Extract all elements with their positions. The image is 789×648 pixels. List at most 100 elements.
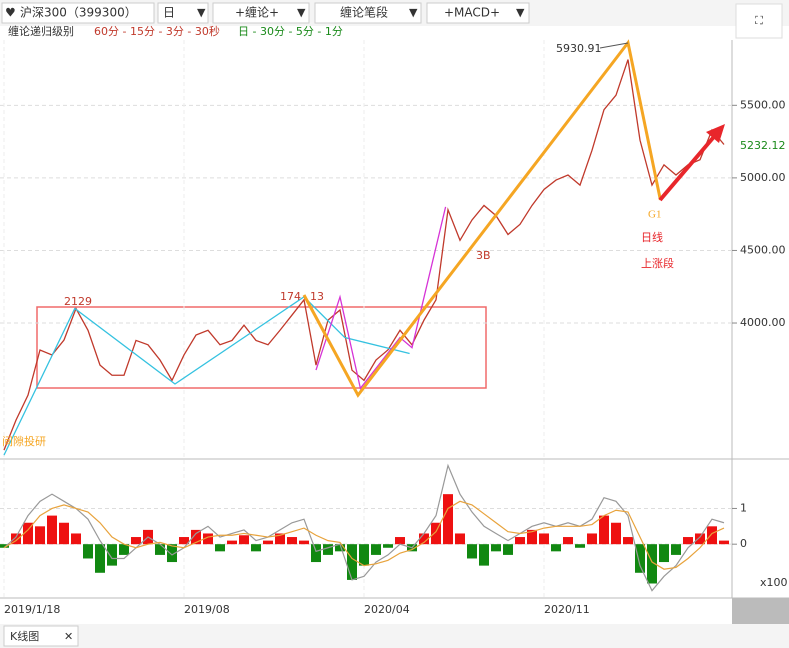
button-box[interactable] bbox=[314, 2, 422, 24]
macd-bar bbox=[623, 537, 633, 545]
buy-point: 3B bbox=[476, 249, 491, 262]
y-tick-label: 5000.00 bbox=[740, 171, 786, 184]
macd-bar bbox=[227, 540, 237, 545]
x-tick-label: 2019/1/18 bbox=[4, 603, 60, 616]
button-box[interactable] bbox=[426, 2, 530, 24]
toolbar-button[interactable]: +MACD+ bbox=[444, 6, 500, 20]
button-box[interactable] bbox=[212, 2, 310, 24]
macd-bar bbox=[455, 533, 465, 545]
macd-bar bbox=[95, 544, 105, 573]
peak-leader bbox=[599, 42, 629, 49]
macd-bar bbox=[59, 522, 69, 545]
y-tick-label: 5500.00 bbox=[740, 98, 786, 111]
macd-bar bbox=[575, 544, 585, 548]
trend-arrow bbox=[658, 130, 720, 202]
macd-bar bbox=[359, 544, 369, 566]
macd-bar bbox=[215, 544, 225, 552]
macd-bar bbox=[47, 515, 57, 545]
macd-bar bbox=[491, 544, 501, 552]
high-label: 174 bbox=[280, 290, 301, 303]
macd-bar bbox=[287, 537, 297, 545]
macd-bar bbox=[275, 533, 285, 545]
levels-a: 60分 - 15分 - 3分 - 30秒 bbox=[94, 24, 220, 38]
chan-stroke bbox=[302, 39, 662, 398]
macd-bar bbox=[431, 522, 441, 545]
x-tick-label: 2020/11 bbox=[544, 603, 590, 616]
macd-bar bbox=[299, 540, 309, 545]
tab-close[interactable]: ✕ bbox=[64, 630, 73, 643]
peak-label: 5930.91 bbox=[556, 42, 602, 55]
macd-bar bbox=[335, 544, 345, 552]
macd-bar bbox=[371, 544, 381, 555]
symbol: 沪深300（399300） bbox=[20, 6, 137, 20]
macd-bar bbox=[719, 540, 729, 545]
unit-label: x100 bbox=[760, 576, 788, 589]
macd-bar bbox=[527, 529, 537, 545]
y-tick-label: 4000.00 bbox=[740, 316, 786, 329]
macd-bar bbox=[11, 533, 21, 545]
level-label: 缠论递归级别 bbox=[8, 24, 74, 38]
macd-bar bbox=[251, 544, 261, 552]
heart-icon: ♥ bbox=[5, 6, 16, 20]
daily-label: 日线 bbox=[641, 230, 663, 244]
macd-bar bbox=[167, 544, 177, 563]
macd-bar bbox=[479, 544, 489, 566]
macd-bar bbox=[671, 544, 681, 555]
toolbar-button[interactable]: 缠论笔段 bbox=[340, 5, 388, 20]
x-tick-label: 2019/08 bbox=[184, 603, 230, 616]
y-tick-label: 4500.00 bbox=[740, 243, 786, 256]
macd-bar bbox=[611, 522, 621, 545]
macd-bar bbox=[683, 537, 693, 545]
dropdown-arrow: ▼ bbox=[197, 6, 206, 19]
macd-bar bbox=[155, 544, 165, 555]
macd-bar bbox=[563, 537, 573, 545]
levels-b: 日 - 30分 - 5分 - 1分 bbox=[238, 25, 343, 38]
macd-bar bbox=[263, 540, 273, 545]
macd-bar bbox=[551, 544, 561, 552]
macd-bar bbox=[707, 526, 717, 545]
macd-bar bbox=[35, 526, 45, 545]
last-price: 5232.12 bbox=[740, 139, 786, 152]
macd-bar bbox=[395, 537, 405, 545]
y-tick-label: 0 bbox=[740, 537, 747, 550]
macd-bar bbox=[239, 535, 249, 545]
watermark: 间隙投研 bbox=[2, 434, 46, 448]
high-label: 13 bbox=[310, 290, 324, 303]
dropdown-arrow: ▼ bbox=[516, 6, 525, 19]
price-line bbox=[3, 59, 725, 451]
macd-bar bbox=[83, 544, 93, 559]
macd-bar bbox=[119, 544, 129, 555]
period: 日 bbox=[163, 6, 175, 20]
macd-bar bbox=[695, 533, 705, 545]
tab-label[interactable]: K线图 bbox=[10, 629, 39, 643]
macd-line bbox=[3, 463, 725, 592]
macd-bar bbox=[179, 537, 189, 545]
macd-bar bbox=[647, 544, 657, 584]
toolbar-button[interactable]: +缠论+ bbox=[235, 5, 279, 20]
macd-bar bbox=[587, 533, 597, 545]
macd-bar bbox=[107, 544, 117, 566]
macd-bar bbox=[515, 537, 525, 545]
expand-button[interactable] bbox=[735, 3, 783, 39]
period-select[interactable] bbox=[157, 2, 209, 24]
x-tick-label: 2020/04 bbox=[364, 603, 410, 616]
dropdown-arrow: ▼ bbox=[409, 6, 418, 19]
tab[interactable] bbox=[3, 625, 79, 647]
macd-bar bbox=[131, 537, 141, 545]
macd-bar bbox=[23, 522, 33, 545]
symbol-box[interactable] bbox=[1, 2, 155, 24]
macd-bar bbox=[419, 533, 429, 545]
macd-bar bbox=[191, 529, 201, 545]
macd-bar bbox=[311, 544, 321, 563]
y-tick-label: 1 bbox=[740, 501, 747, 514]
macd-bar bbox=[659, 544, 669, 563]
macd-bar bbox=[599, 515, 609, 545]
high-label: 2129 bbox=[64, 295, 92, 308]
macd-bar bbox=[0, 544, 9, 548]
expand-icon: ⛶ bbox=[755, 14, 763, 27]
scroll-corner bbox=[732, 598, 789, 624]
macd-bar bbox=[203, 533, 213, 545]
macd-bar bbox=[539, 533, 549, 545]
macd-bar bbox=[467, 544, 477, 559]
